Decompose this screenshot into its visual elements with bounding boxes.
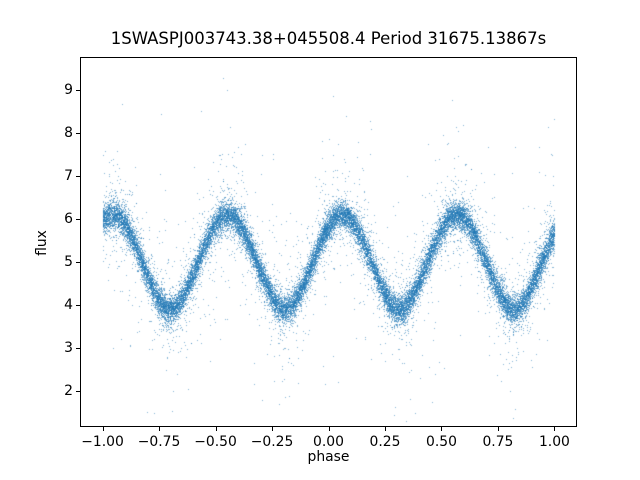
- y-tick-label: 5: [64, 253, 73, 270]
- x-tick-mark: [102, 427, 104, 431]
- x-tick-mark: [384, 427, 386, 431]
- y-tick-mark: [76, 261, 80, 263]
- x-tick-label: −0.50: [194, 434, 237, 450]
- scatter-plot-canvas: [80, 57, 577, 427]
- y-tick-mark: [76, 219, 80, 221]
- x-tick-mark: [215, 427, 217, 431]
- x-tick-label: −0.25: [250, 434, 294, 450]
- y-tick-label: 8: [64, 125, 73, 142]
- x-tick-label: 0.00: [313, 434, 344, 450]
- y-tick-label: 6: [64, 211, 73, 228]
- y-tick-label: 7: [64, 168, 73, 185]
- x-tick-mark: [441, 427, 443, 431]
- y-axis-label: flux: [34, 230, 50, 256]
- y-tick-mark: [76, 90, 80, 92]
- y-tick-mark: [76, 133, 80, 135]
- y-tick-mark: [76, 304, 80, 306]
- y-tick-label: 2: [64, 382, 73, 399]
- x-tick-mark: [497, 427, 499, 431]
- x-tick-label: 0.75: [482, 434, 514, 450]
- x-axis-label: phase: [307, 449, 350, 465]
- y-tick-mark: [76, 176, 80, 178]
- x-tick-mark: [554, 427, 556, 431]
- y-tick-mark: [76, 390, 80, 392]
- y-tick-mark: [76, 347, 80, 349]
- chart-title: 1SWASPJ003743.38+045508.4 Period 31675.1…: [110, 29, 547, 48]
- x-tick-label: −1.00: [81, 434, 124, 450]
- x-tick-label: −0.75: [137, 434, 181, 450]
- y-tick-label: 9: [64, 82, 73, 99]
- x-tick-mark: [272, 427, 274, 431]
- x-tick-mark: [328, 427, 330, 431]
- y-tick-label: 3: [64, 339, 73, 356]
- x-tick-label: 0.25: [369, 434, 401, 450]
- x-tick-label: 1.00: [538, 434, 570, 450]
- x-tick-mark: [159, 427, 161, 431]
- y-tick-label: 4: [64, 296, 73, 313]
- x-tick-label: 0.50: [425, 434, 457, 450]
